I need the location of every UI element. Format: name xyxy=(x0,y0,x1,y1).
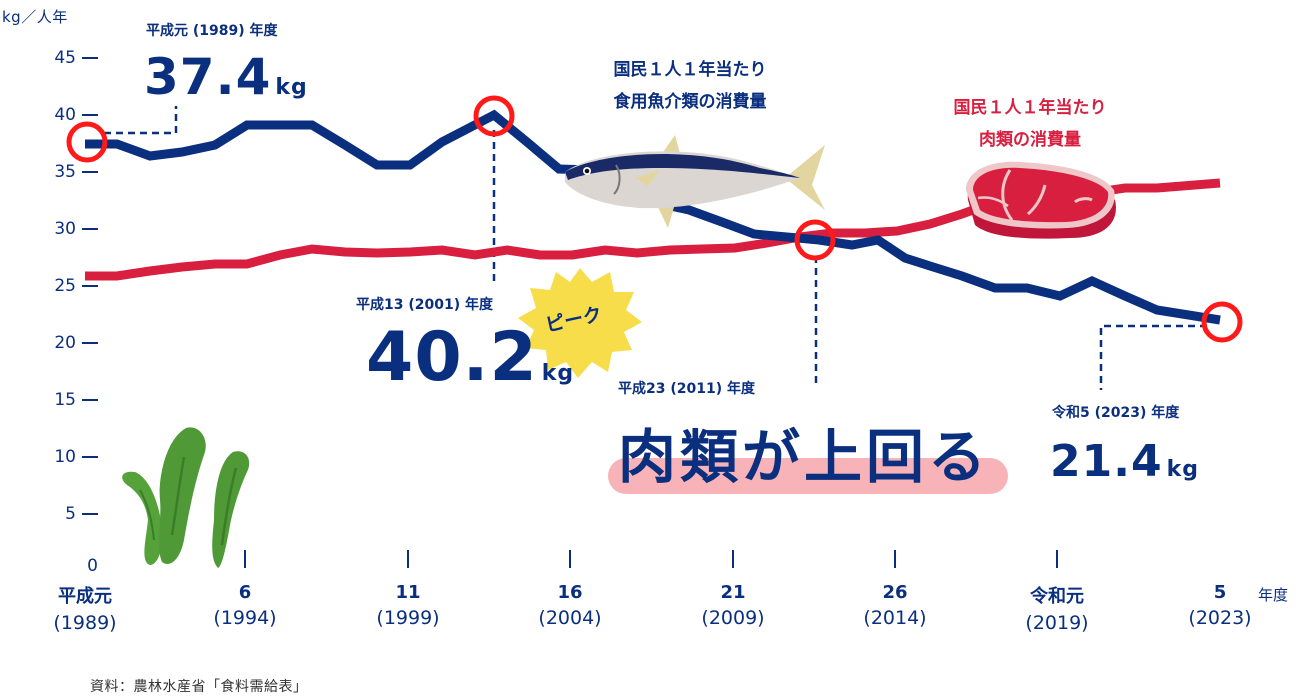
y-tick-5: 5 xyxy=(38,504,98,524)
source-note: 資料：農林水産省「食料需給表」 xyxy=(90,679,308,695)
marker-2023 xyxy=(1201,301,1243,343)
peak-badge: ピーク xyxy=(543,303,604,337)
x-tick-1989: 平成元 (1989) xyxy=(53,586,117,634)
callout-peak-year: 平成13 (2001) 年度 xyxy=(356,297,493,313)
x-tick-2004: 16 (2004) xyxy=(538,582,602,629)
callout-peak-value: 40.2 kg xyxy=(366,318,575,397)
highlight-markers xyxy=(66,95,1243,343)
y-tick-20: 20 xyxy=(38,333,98,353)
callout-cross-headline: 肉類が上回る xyxy=(618,423,991,491)
callout-latest-year: 令和5 (2023) 年度 xyxy=(1052,405,1180,421)
leader-lines xyxy=(104,106,1207,390)
headline-highlight xyxy=(608,458,1008,494)
y-tick-15: 15 xyxy=(38,390,98,410)
x-tick-1999: 11 (1999) xyxy=(376,582,440,629)
y-tick-0: 0 xyxy=(87,556,98,576)
y-tick-45: 45 xyxy=(38,48,98,68)
fish-series-title: 国民１人１年当たり 食用魚介類の消費量 xyxy=(613,60,767,112)
leader-latest xyxy=(1099,324,1207,390)
marker-2001 xyxy=(473,95,515,137)
x-tick-2009: 21 (2009) xyxy=(701,582,765,629)
callout-cross-year: 平成23 (2011) 年度 xyxy=(618,381,755,397)
x-tick-1994: 6 (1994) xyxy=(213,582,277,629)
callout-latest-value: 21.4 kg xyxy=(1050,436,1199,487)
x-axis-unit: 年度 xyxy=(1258,586,1289,604)
marker-1989 xyxy=(66,121,108,163)
fish-icon xyxy=(565,135,825,228)
peak-badge-icon xyxy=(518,268,642,378)
x-tick-2019: 令和元 (2019) xyxy=(1025,586,1089,634)
meat-series-title: 国民１人１年当たり 肉類の消費量 xyxy=(953,98,1107,150)
callout-start-year: 平成元 (1989) 年度 xyxy=(146,23,278,39)
x-tick-2023: 5 (2023) xyxy=(1188,582,1252,629)
y-tick-40: 40 xyxy=(38,105,98,125)
marker-2011 xyxy=(794,219,836,261)
seaweed-icon xyxy=(122,427,250,568)
x-tick-2014: 26 (2014) xyxy=(863,582,927,629)
y-axis-unit: kg／人年 xyxy=(2,8,68,26)
y-tick-35: 35 xyxy=(38,162,98,182)
x-tick-marks xyxy=(244,550,1058,568)
y-tick-25: 25 xyxy=(38,276,98,296)
meat-icon xyxy=(966,161,1116,239)
y-tick-10: 10 xyxy=(38,447,98,467)
y-tick-30: 30 xyxy=(38,219,98,239)
callout-start-value: 37.4 kg xyxy=(144,48,308,106)
leader-start xyxy=(104,106,178,135)
